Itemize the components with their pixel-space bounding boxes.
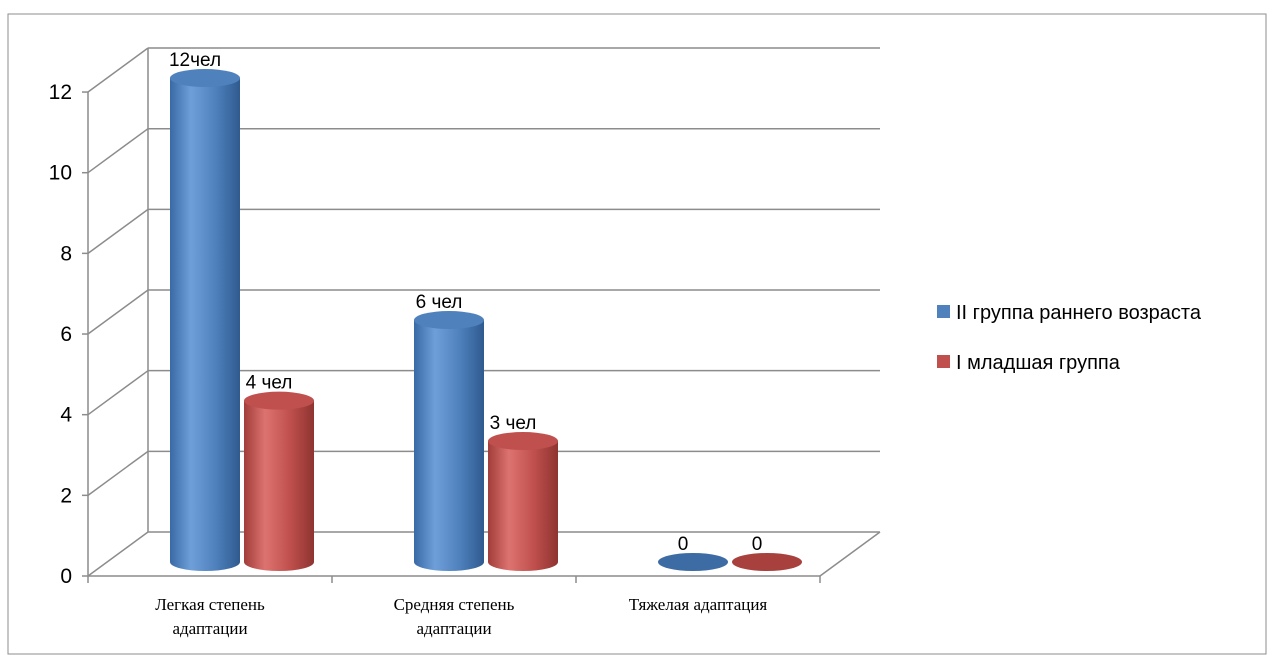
legend-label-series-1: II группа раннего возраста [956,302,1202,324]
y-tick-label: 8 [60,242,72,265]
legend-item: II группа раннего возраста [937,302,1202,324]
bar [488,432,558,571]
bar-top [414,311,484,330]
legend-item: I младшая группа [937,352,1121,374]
legend-swatch-series-1 [937,305,950,318]
category-label-line: Тяжелая адаптация [629,595,768,614]
gridline-side [87,289,149,335]
data-labels: 12чел 4 чел 6 чел 3 чел 0 0 [169,50,762,555]
category-label-line: Легкая степень [155,595,265,614]
category-label-line: адаптации [172,619,247,638]
bar-body [414,320,484,571]
data-label: 12чел [169,50,221,71]
legend-swatch-series-2 [937,355,950,368]
axes [82,48,881,583]
bar [244,391,314,571]
y-tick-label: 2 [60,484,72,507]
bar [732,553,802,571]
category-label-line: адаптации [416,619,491,638]
category-label-line: Средняя степень [394,595,515,614]
bar-top [170,69,240,88]
bar-body [488,441,558,571]
y-tick-label: 4 [60,404,72,427]
data-label: 3 чел [490,413,537,434]
bar-top [732,553,802,571]
gridline-side [87,47,149,93]
category-label: Средняя степень адаптации [394,595,515,638]
gridline-side [87,208,149,254]
data-label: 6 чел [416,292,463,313]
category-label: Тяжелая адаптация [629,595,768,614]
bar [170,69,240,571]
category-label: Легкая степень адаптации [155,595,265,638]
y-tick-label: 6 [60,323,72,346]
data-label: 0 [678,534,689,555]
bar-body [244,400,314,571]
floor-right-edge [819,531,881,577]
bars [170,69,802,571]
y-axis-ticks: 0 2 4 6 8 10 12 [49,81,73,588]
bar-top [658,553,728,571]
legend-label-series-2: I младшая группа [956,352,1121,374]
gridline-side [87,450,149,496]
gridline-side [87,531,149,577]
y-tick-label: 10 [49,162,72,185]
bar-top [244,391,314,410]
bar-top [488,432,558,451]
data-label: 4 чел [246,373,293,394]
gridline-side [87,128,149,174]
x-axis-categories: Легкая степень адаптации Средняя степень ад… [155,595,767,638]
y-tick-label: 0 [60,565,72,588]
gridline-side [87,370,149,416]
bar [658,553,728,571]
bar [414,311,484,571]
bar-body [170,78,240,571]
legend: II группа раннего возраста I младшая гру… [937,302,1202,374]
data-label: 0 [752,534,763,555]
y-tick-label: 12 [49,81,72,104]
